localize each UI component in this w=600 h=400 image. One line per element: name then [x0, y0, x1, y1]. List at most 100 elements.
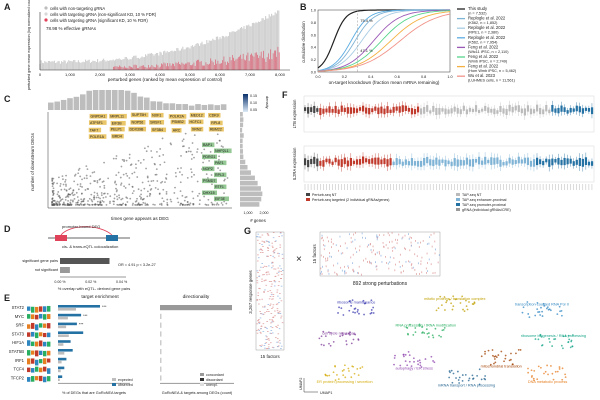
heatmap-cell	[275, 337, 277, 339]
umap-point	[545, 307, 548, 310]
section-title: target enrichment	[81, 294, 119, 300]
heatmap-cell	[279, 246, 282, 248]
box-mark	[352, 107, 356, 114]
scatter-point	[211, 183, 213, 186]
legend-dot	[44, 18, 48, 22]
box-mark	[438, 159, 441, 166]
heatmap-cell	[271, 298, 273, 300]
box-mark	[496, 157, 499, 164]
heatmap-cell	[266, 233, 269, 234]
motif-block	[35, 341, 39, 347]
scatter-point	[220, 202, 223, 204]
box-mark	[584, 157, 588, 166]
heatmap-cell	[370, 262, 372, 265]
umap-point	[327, 331, 330, 334]
gene-label-bg	[188, 119, 204, 125]
umap-point	[334, 365, 337, 368]
scatter-point	[98, 203, 101, 206]
heatmap-cell	[326, 236, 328, 239]
factor-label: HIF1A	[12, 340, 24, 345]
umap-point	[430, 355, 433, 358]
heatmap-cell	[391, 246, 393, 249]
umap-point	[522, 306, 525, 309]
scatter-point	[103, 161, 105, 164]
umap-point	[393, 357, 396, 359]
box-mark	[420, 160, 423, 167]
legend-text: Feng et al. 2022	[468, 44, 499, 49]
heatmap-cell	[344, 272, 346, 275]
box-mark	[462, 160, 465, 166]
heatmap-cell	[433, 232, 435, 235]
scatter-point	[56, 200, 59, 203]
heatmap-cell	[278, 255, 280, 257]
scatter-point	[217, 167, 219, 169]
heatmap-cell	[256, 277, 258, 279]
scatter-point	[96, 203, 99, 206]
motif-block	[31, 341, 35, 347]
x-tick-label: 0.8	[421, 75, 426, 79]
scatter-point	[126, 197, 129, 199]
umap-point	[324, 374, 327, 376]
box-mark	[307, 159, 310, 168]
umap-point	[445, 301, 448, 304]
umap-point	[539, 314, 542, 316]
heatmap-cell	[330, 241, 332, 243]
gene-label-bg	[151, 127, 167, 133]
heatmap-cell	[434, 271, 436, 274]
box-mark	[313, 105, 316, 113]
scatter-point	[77, 169, 80, 171]
heatmap-cell	[266, 338, 269, 340]
box-mark	[554, 159, 557, 163]
box-mark	[413, 109, 417, 115]
umap-point	[553, 338, 555, 341]
umap-point	[547, 373, 549, 376]
heatmap-cell	[427, 262, 428, 264]
heatmap-cell	[281, 274, 283, 275]
scatter-point	[90, 199, 93, 201]
scatter-point	[62, 203, 65, 206]
scatter-point	[73, 198, 76, 200]
heatmap-cell	[279, 293, 281, 294]
umap-point	[492, 354, 494, 357]
legend-subtext: (Wtc11 iPSC, n = 2,110)	[468, 50, 509, 54]
scatter-point	[72, 194, 75, 197]
heatmap-cell	[425, 267, 427, 270]
umap-point	[556, 313, 559, 316]
panel-b-label: B	[300, 2, 307, 12]
scatter-point	[178, 171, 181, 173]
scatter-point	[103, 187, 106, 189]
scatter-point	[190, 171, 193, 174]
scatter-point	[59, 197, 61, 199]
annotation-text: 75.4 %	[360, 18, 373, 23]
box-mark	[304, 158, 307, 166]
x-tick-label: 5,000	[185, 72, 196, 77]
umap-x-label: UMAP1	[320, 391, 332, 395]
umap-point	[420, 366, 423, 368]
scatter-point	[122, 173, 125, 176]
umap-point	[413, 360, 415, 363]
scatter-point	[69, 187, 72, 190]
heatmap-cell	[377, 236, 379, 238]
umap-point	[454, 298, 457, 301]
gene-label: MED12	[191, 113, 203, 117]
scatter-point	[139, 204, 141, 206]
heatmap-cell	[348, 233, 350, 236]
link-label: cis- & trans-eQTL colocalization	[62, 244, 118, 249]
scatter-point	[115, 190, 118, 193]
scatter-point	[105, 203, 108, 206]
box-mark	[508, 157, 511, 164]
heatmap-cell	[333, 264, 334, 267]
umap-point	[347, 332, 350, 335]
overlap-bar	[60, 267, 70, 273]
scatter-point	[160, 181, 162, 184]
umap-point	[468, 301, 470, 303]
box-mark	[502, 162, 505, 166]
gene-label-bg	[170, 119, 186, 125]
heatmap-cell	[269, 319, 271, 321]
y-tick-label: 0.4	[311, 46, 316, 50]
motif-block	[31, 306, 35, 313]
x-tick-label: 7,000	[245, 72, 256, 77]
significance-mark: ***	[102, 305, 107, 309]
heatmap-cell	[278, 253, 281, 255]
